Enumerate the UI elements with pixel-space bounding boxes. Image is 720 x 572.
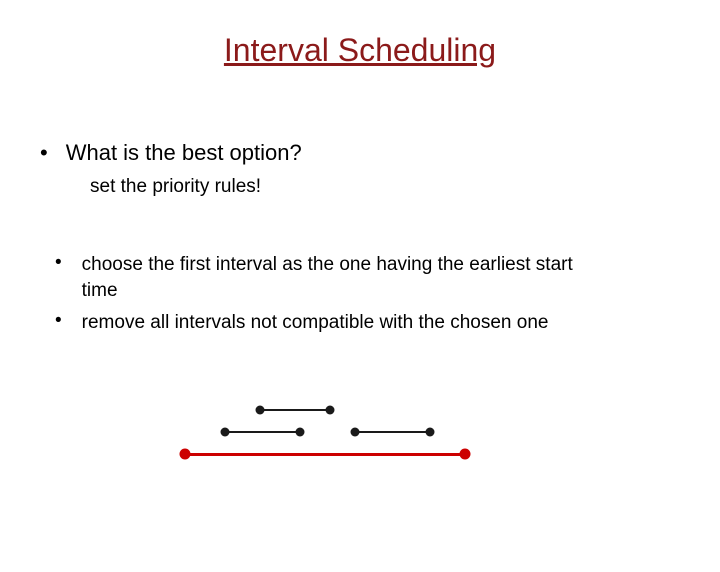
- bullet-item: set the priority rules!: [90, 176, 261, 198]
- interval-endpoint: [256, 406, 265, 415]
- bullet-text: remove all intervals not compatible with…: [82, 310, 622, 336]
- interval-diagram: [160, 402, 560, 502]
- interval-endpoint: [460, 449, 471, 460]
- page-title: Interval Scheduling: [0, 32, 720, 69]
- interval-segment: [225, 431, 300, 433]
- bullet-item: • remove all intervals not compatible wit…: [55, 310, 627, 336]
- bullet-text: choose the first interval as the one hav…: [82, 252, 602, 303]
- interval-endpoint: [180, 449, 191, 460]
- interval-segment: [185, 453, 465, 456]
- bullet-text: What is the best option?: [66, 140, 302, 166]
- bullet-item: • What is the best option?: [40, 140, 302, 166]
- bullet-text: set the priority rules!: [90, 176, 261, 198]
- interval-segment: [355, 431, 430, 433]
- bullet-item: • choose the first interval as the one ha…: [55, 252, 607, 303]
- bullet-marker: •: [40, 140, 48, 166]
- interval-endpoint: [296, 428, 305, 437]
- bullet-marker: •: [55, 252, 62, 274]
- interval-endpoint: [351, 428, 360, 437]
- interval-endpoint: [221, 428, 230, 437]
- bullet-marker: •: [55, 310, 62, 332]
- interval-endpoint: [426, 428, 435, 437]
- interval-segment: [260, 409, 330, 411]
- interval-endpoint: [326, 406, 335, 415]
